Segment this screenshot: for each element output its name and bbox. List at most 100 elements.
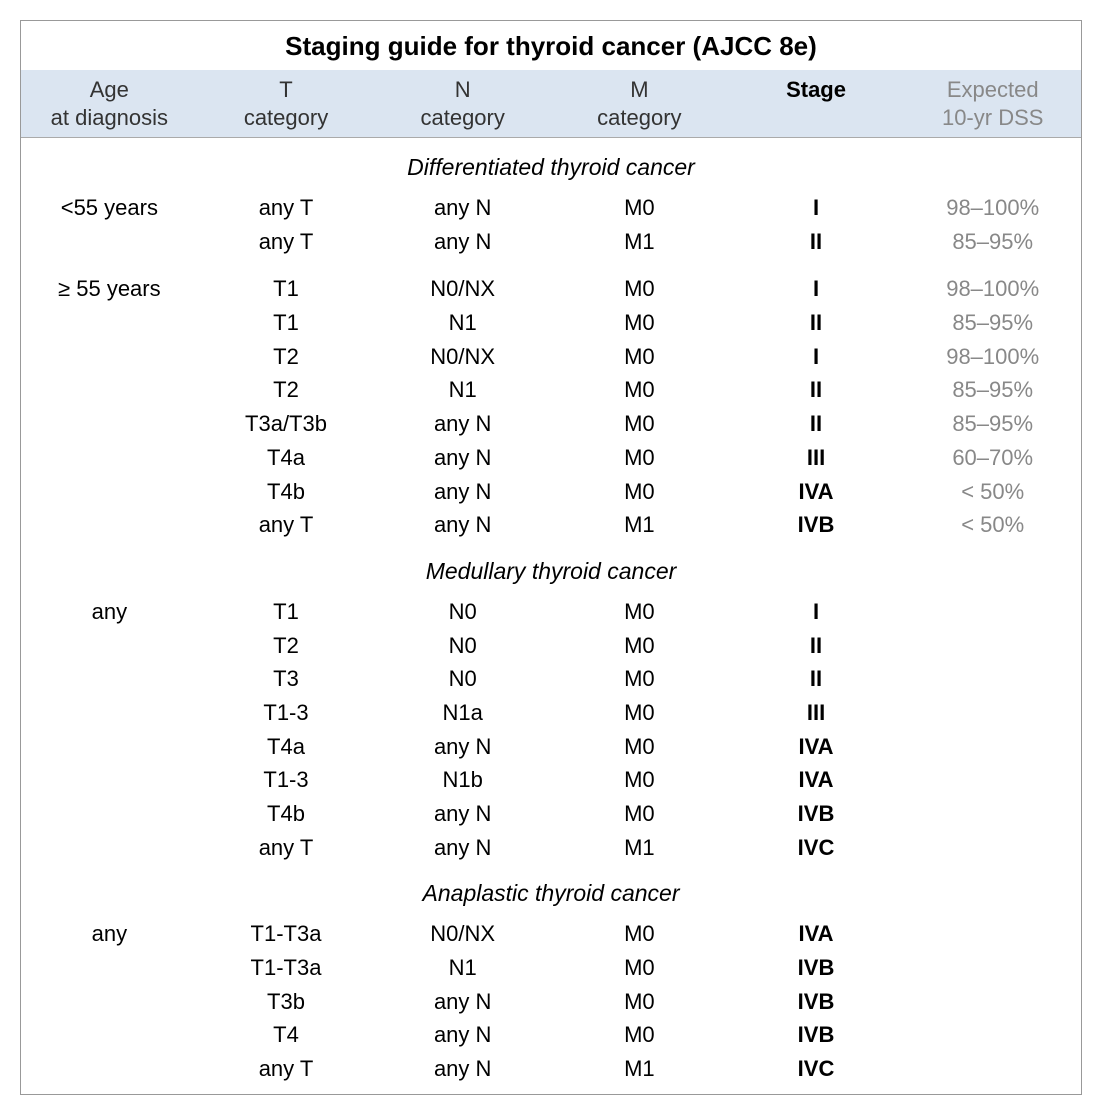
cell-m: M0 <box>551 373 728 407</box>
cell-t: T1-T3a <box>198 917 375 951</box>
cell-t: T3a/T3b <box>198 407 375 441</box>
cell-m: M0 <box>551 985 728 1019</box>
cell-age <box>21 951 198 985</box>
cell-m: M0 <box>551 407 728 441</box>
col-dss-label: Expected10-yr DSS <box>942 77 1043 130</box>
table-row: T1-3N1bM0IVA <box>21 763 1081 797</box>
cell-m: M0 <box>551 595 728 629</box>
col-age: Ageat diagnosis <box>21 70 198 137</box>
staging-table: Staging guide for thyroid cancer (AJCC 8… <box>20 20 1082 1095</box>
cell-t: any T <box>198 1052 375 1086</box>
cell-dss <box>904 763 1081 797</box>
cell-n: any N <box>374 730 551 764</box>
table-row: T4bany NM0IVA< 50% <box>21 475 1081 509</box>
col-m: Mcategory <box>551 70 728 137</box>
cell-stage: II <box>728 306 905 340</box>
cell-t: T2 <box>198 373 375 407</box>
cell-n: any N <box>374 831 551 865</box>
cell-n: N0/NX <box>374 917 551 951</box>
cell-age: any <box>21 595 198 629</box>
cell-dss <box>904 696 1081 730</box>
cell-stage: IVC <box>728 831 905 865</box>
cell-age <box>21 696 198 730</box>
table-row: T2N0M0II <box>21 629 1081 663</box>
cell-age <box>21 373 198 407</box>
group-gap <box>21 258 1081 272</box>
cell-m: M0 <box>551 441 728 475</box>
cell-n: N0 <box>374 662 551 696</box>
cell-stage: I <box>728 340 905 374</box>
cell-n: any N <box>374 508 551 542</box>
cell-age <box>21 985 198 1019</box>
table-row: T3a/T3bany NM0II85–95% <box>21 407 1081 441</box>
cell-m: M0 <box>551 191 728 225</box>
cell-age: any <box>21 917 198 951</box>
col-stage-label: Stage <box>786 77 846 102</box>
col-age-label: Ageat diagnosis <box>51 77 168 130</box>
cell-dss: 98–100% <box>904 340 1081 374</box>
cell-stage: IVA <box>728 730 905 764</box>
table-row: any Tany NM1IVC <box>21 831 1081 865</box>
cell-dss <box>904 1052 1081 1086</box>
col-t-label: Tcategory <box>244 77 328 130</box>
cell-stage: II <box>728 662 905 696</box>
cell-age <box>21 1052 198 1086</box>
section-title: Anaplastic thyroid cancer <box>21 864 1081 917</box>
table-row: T3N0M0II <box>21 662 1081 696</box>
table-row: T4bany NM0IVB <box>21 797 1081 831</box>
cell-m: M0 <box>551 696 728 730</box>
cell-n: any N <box>374 225 551 259</box>
cell-age <box>21 797 198 831</box>
cell-dss: 98–100% <box>904 272 1081 306</box>
cell-stage: IVB <box>728 797 905 831</box>
table-row: T1-T3aN1M0IVB <box>21 951 1081 985</box>
table-row: any Tany NM1II85–95% <box>21 225 1081 259</box>
cell-m: M0 <box>551 951 728 985</box>
table-row: T2N1M0II85–95% <box>21 373 1081 407</box>
cell-stage: II <box>728 407 905 441</box>
cell-t: T2 <box>198 629 375 663</box>
cell-t: T1 <box>198 595 375 629</box>
cell-n: any N <box>374 985 551 1019</box>
cell-n: any N <box>374 407 551 441</box>
col-n: Ncategory <box>374 70 551 137</box>
cell-t: T2 <box>198 340 375 374</box>
cell-stage: I <box>728 272 905 306</box>
cell-m: M0 <box>551 730 728 764</box>
cell-n: any N <box>374 1018 551 1052</box>
cell-dss: 85–95% <box>904 225 1081 259</box>
cell-t: T3 <box>198 662 375 696</box>
cell-dss <box>904 917 1081 951</box>
cell-age <box>21 629 198 663</box>
cell-m: M0 <box>551 629 728 663</box>
cell-dss: 85–95% <box>904 306 1081 340</box>
cell-dss <box>904 831 1081 865</box>
cell-t: T1-3 <box>198 696 375 730</box>
col-dss: Expected10-yr DSS <box>904 70 1081 137</box>
cell-m: M1 <box>551 508 728 542</box>
cell-age <box>21 508 198 542</box>
cell-age <box>21 441 198 475</box>
cell-n: N1 <box>374 951 551 985</box>
cell-n: any N <box>374 441 551 475</box>
cell-n: any N <box>374 797 551 831</box>
sections-container: Differentiated thyroid cancer<55 yearsan… <box>21 138 1081 1086</box>
cell-dss: 60–70% <box>904 441 1081 475</box>
cell-stage: IVB <box>728 508 905 542</box>
cell-dss: < 50% <box>904 475 1081 509</box>
cell-t: any T <box>198 508 375 542</box>
table-row: any Tany NM1IVB< 50% <box>21 508 1081 542</box>
cell-n: any N <box>374 191 551 225</box>
cell-m: M0 <box>551 306 728 340</box>
cell-m: M1 <box>551 831 728 865</box>
cell-stage: IVA <box>728 917 905 951</box>
table-row: anyT1-T3aN0/NXM0IVA <box>21 917 1081 951</box>
cell-stage: II <box>728 629 905 663</box>
col-stage: Stage <box>728 70 905 137</box>
table-row: any Tany NM1IVC <box>21 1052 1081 1086</box>
section-title: Medullary thyroid cancer <box>21 542 1081 595</box>
cell-n: N1a <box>374 696 551 730</box>
cell-age <box>21 662 198 696</box>
cell-dss: < 50% <box>904 508 1081 542</box>
cell-t: any T <box>198 831 375 865</box>
